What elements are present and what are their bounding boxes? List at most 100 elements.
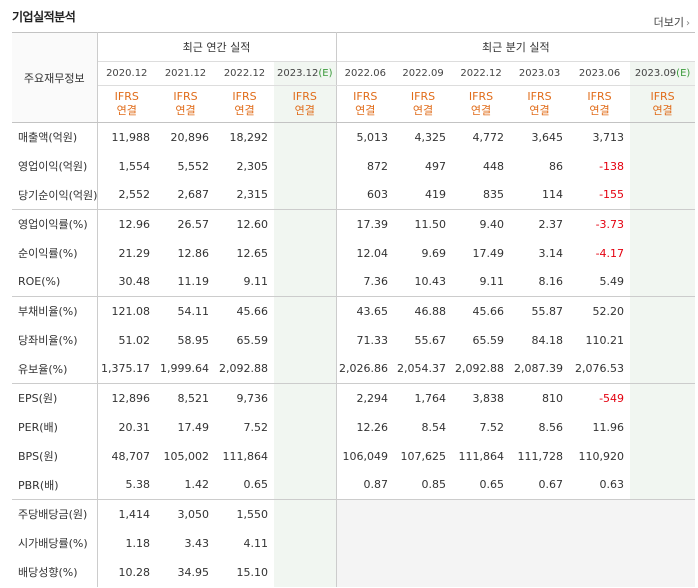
quarterly-value-cell: 5.49 <box>599 275 625 289</box>
metric-label: 당좌비율(%) <box>12 325 98 355</box>
annual-value-cell: 11,988 <box>111 130 151 144</box>
quarterly-value-cell <box>630 296 696 326</box>
quarterly-value-cell: 110,920 <box>578 449 625 463</box>
annual-value-cell <box>274 238 337 268</box>
annual-value-cell: 65.59 <box>236 333 269 347</box>
consolidated-label: 연결 <box>355 104 376 117</box>
table-row: 순이익률(%) 21.29 12.86 12.65 12.04 9.69 17.49 3.14… <box>12 238 696 268</box>
quarterly-value-cell: 17.49 <box>472 246 505 260</box>
period-label: 2023.06 <box>578 68 621 79</box>
period-header-annual: 2020.12 <box>97 61 156 86</box>
annual-value-cell: 10.28 <box>118 565 151 579</box>
quarterly-empty-cell <box>336 499 696 529</box>
annual-value-cell <box>274 470 337 500</box>
annual-value-cell: 0.65 <box>243 478 269 492</box>
metric-label: 주당배당금(원) <box>12 499 98 529</box>
quarterly-value-cell: 71.33 <box>356 333 389 347</box>
annual-value-cell: 7.52 <box>243 420 269 434</box>
quarterly-value-cell: 2,294 <box>336 383 395 413</box>
quarterly-value-cell: 8.56 <box>538 420 564 434</box>
annual-value-cell: 5.38 <box>125 478 151 492</box>
annual-value-cell: 11.19 <box>177 275 210 289</box>
quarterly-value-cell: 4,325 <box>414 130 447 144</box>
annual-value-cell: 20,896 <box>170 130 210 144</box>
metric-label: PBR(배) <box>12 470 98 500</box>
annual-value-cell <box>274 354 337 384</box>
metric-label: 당기순이익(억원) <box>12 180 98 210</box>
annual-value-cell: 45.66 <box>215 296 274 326</box>
metric-label: 매출액(억원) <box>12 122 98 152</box>
annual-value-cell: 5,552 <box>177 159 210 173</box>
consolidated-label: 연결 <box>294 104 315 117</box>
annual-value-cell <box>274 528 337 558</box>
annual-value-cell: 51.02 <box>118 333 151 347</box>
financial-summary-table: 주요재무정보 최근 연간 실적 최근 분기 실적 2020.12 2021.12 2… <box>12 32 696 587</box>
quarterly-value-cell: 2,087.39 <box>514 362 564 376</box>
quarterly-value-cell: 110.21 <box>585 333 625 347</box>
annual-value-cell: 8,521 <box>156 383 215 413</box>
accounting-standard-header: IFRS 연결 <box>274 85 337 123</box>
metric-label: 시가배당률(%) <box>12 528 98 558</box>
period-header-annual: 2021.12 <box>156 61 215 86</box>
annual-value-cell <box>274 412 337 442</box>
quarterly-value-cell: -3.73 <box>569 209 631 239</box>
quarterly-value-cell: 55.67 <box>414 333 447 347</box>
ifrs-label: IFRS <box>292 90 317 103</box>
annual-value-cell: 12.65 <box>236 246 269 260</box>
annual-value-cell <box>274 122 337 152</box>
ifrs-label: IFRS <box>650 90 675 103</box>
annual-value-cell: 1,550 <box>215 499 274 529</box>
quarterly-value-cell <box>630 267 696 297</box>
quarterly-value-cell <box>630 122 696 152</box>
table-row: 유보율(%) 1,375.17 1,999.64 2,092.88 2,026.86 2,… <box>12 354 696 384</box>
table-row: 영업이익률(%) 12.96 26.57 12.60 17.39 11.50 9.40 2.3… <box>12 209 696 239</box>
quarterly-value-cell: 419 <box>425 188 447 202</box>
quarterly-value-cell: 0.85 <box>421 478 447 492</box>
accounting-standard-header: IFRS 연결 <box>97 85 156 123</box>
table-body: 매출액(억원) 11,988 20,896 18,292 5,013 4,325 4,772… <box>12 122 696 587</box>
annual-value-cell: 2,552 <box>118 188 151 202</box>
annual-value-cell: 121.08 <box>97 296 156 326</box>
accounting-standard-header: IFRS 연결 <box>510 85 570 123</box>
quarterly-value-cell: -155 <box>599 188 625 202</box>
quarterly-value-cell <box>630 325 696 355</box>
table-row: PBR(배) 5.38 1.42 0.65 0.87 0.85 0.65 0.67 0.63 <box>12 470 696 500</box>
annual-value-cell: 12.60 <box>215 209 274 239</box>
period-label: 2022.12 <box>223 68 266 79</box>
quarterly-value-cell: 9.11 <box>479 275 505 289</box>
quarterly-empty-cell <box>336 557 696 587</box>
table-row: 영업이익(억원) 1,554 5,552 2,305 872 497 448 86 -138 <box>12 151 696 181</box>
annual-value-cell: 20.31 <box>118 420 151 434</box>
metric-label: PER(배) <box>12 412 98 442</box>
annual-value-cell <box>274 267 337 297</box>
annual-value-cell: 30.48 <box>118 275 151 289</box>
quarterly-value-cell: 4,772 <box>472 130 505 144</box>
quarterly-value-cell: 3.14 <box>538 246 564 260</box>
quarterly-value-cell: 106,049 <box>342 449 389 463</box>
annual-value-cell: 21.29 <box>118 246 151 260</box>
metric-label: 부채비율(%) <box>12 296 98 326</box>
annual-value-cell: 1.42 <box>184 478 210 492</box>
annual-value-cell <box>274 151 337 181</box>
more-link[interactable]: 더보기 › <box>654 14 690 30</box>
quarterly-value-cell: 448 <box>483 159 505 173</box>
accounting-standard-header: IFRS 연결 <box>394 85 453 123</box>
metric-label: 유보율(%) <box>12 354 98 384</box>
table-row: 시가배당률(%) 1.18 3.43 4.11 <box>12 528 696 558</box>
quarterly-value-cell: 7.52 <box>479 420 505 434</box>
quarterly-value-cell: 2.37 <box>510 209 570 239</box>
quarterly-value-cell <box>630 238 696 268</box>
annual-value-cell: 1,554 <box>118 159 151 173</box>
quarterly-value-cell: 0.65 <box>479 478 505 492</box>
annual-value-cell: 4.11 <box>243 536 269 550</box>
quarterly-value-cell: 3,713 <box>592 130 625 144</box>
quarterly-value-cell <box>630 180 696 210</box>
annual-value-cell: 17.49 <box>177 420 210 434</box>
annual-value-cell: 1.18 <box>125 536 151 550</box>
quarterly-value-cell: 872 <box>367 159 389 173</box>
consolidated-label: 연결 <box>234 104 255 117</box>
annual-group-header: 최근 연간 실적 <box>97 32 337 62</box>
quarterly-value-cell: 2,054.37 <box>397 362 447 376</box>
quarterly-value-cell <box>630 383 696 413</box>
